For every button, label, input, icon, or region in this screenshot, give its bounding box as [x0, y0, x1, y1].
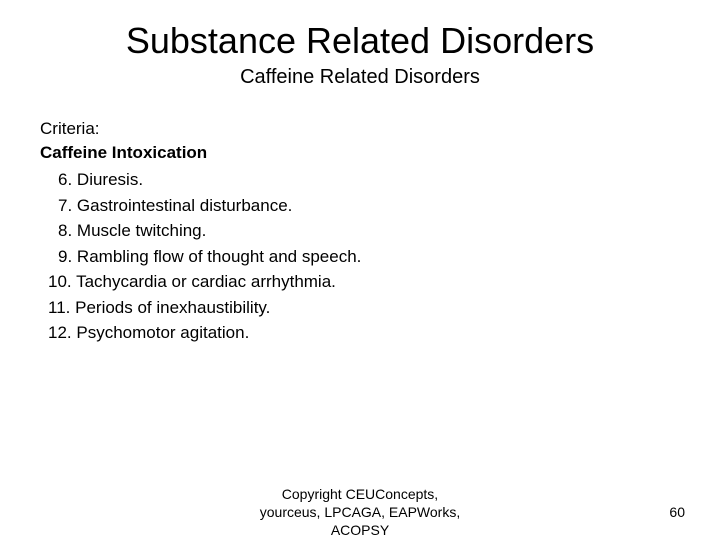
list-item: 9. Rambling flow of thought and speech. — [40, 244, 680, 270]
item-number: 6. — [58, 170, 72, 189]
item-text: Muscle twitching. — [77, 221, 206, 240]
footer: Copyright CEUConcepts, yourceus, LPCAGA,… — [0, 485, 720, 540]
slide-title: Substance Related Disorders — [0, 20, 720, 62]
item-number: 11. — [48, 298, 70, 317]
item-text: Psychomotor agitation. — [76, 323, 249, 342]
item-number: 8. — [58, 221, 72, 240]
page-number: 60 — [669, 504, 685, 520]
item-text: Tachycardia or cardiac arrhythmia. — [76, 272, 336, 291]
item-text: Diuresis. — [77, 170, 143, 189]
content-area: Criteria: Caffeine Intoxication 6. Diure… — [0, 119, 720, 346]
list-item: 7. Gastrointestinal disturbance. — [40, 193, 680, 219]
list-item: 8. Muscle twitching. — [40, 218, 680, 244]
condition-name: Caffeine Intoxication — [40, 143, 680, 163]
criteria-label: Criteria: — [40, 119, 680, 139]
copyright-line: ACOPSY — [331, 522, 389, 538]
list-item: 12. Psychomotor agitation. — [40, 320, 680, 346]
copyright-line: Copyright CEUConcepts, — [282, 486, 438, 502]
item-number: 10. — [48, 272, 72, 291]
copyright-line: yourceus, LPCAGA, EAPWorks, — [260, 504, 460, 520]
item-text: Rambling flow of thought and speech. — [77, 247, 361, 266]
item-number: 7. — [58, 196, 72, 215]
slide-subtitle: Caffeine Related Disorders — [0, 66, 720, 89]
item-number: 9. — [58, 247, 72, 266]
item-text: Periods of inexhaustibility. — [75, 298, 270, 317]
item-text: Gastrointestinal disturbance. — [77, 196, 292, 215]
list-item: 6. Diuresis. — [40, 167, 680, 193]
list-item: 11. Periods of inexhaustibility. — [40, 295, 680, 321]
slide-container: Substance Related Disorders Caffeine Rel… — [0, 0, 720, 540]
list-item: 10. Tachycardia or cardiac arrhythmia. — [40, 269, 680, 295]
copyright-text: Copyright CEUConcepts, yourceus, LPCAGA,… — [260, 485, 460, 540]
item-number: 12. — [48, 323, 72, 342]
